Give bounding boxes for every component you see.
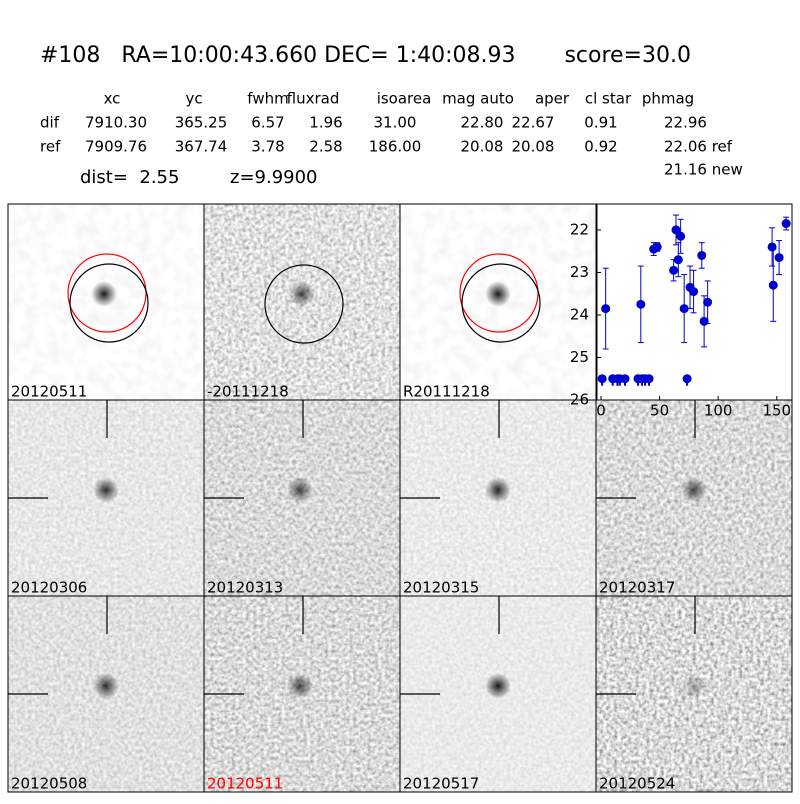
point <box>676 231 686 241</box>
point <box>644 374 654 384</box>
dist: dist= 2.55 <box>80 167 179 188</box>
cell: 367.74 <box>175 138 228 156</box>
cell: 22.67 <box>512 114 555 132</box>
det-circle <box>461 263 541 343</box>
det-circle <box>69 263 149 343</box>
stamp-label: 20120517 <box>403 775 479 793</box>
source-blob <box>287 673 313 699</box>
cell: 7910.30 <box>85 114 147 132</box>
cell: 0.91 <box>584 114 617 132</box>
point <box>669 265 679 275</box>
source-blob <box>485 477 511 503</box>
x-tick-label: 0 <box>596 402 606 420</box>
column-header: fwhm <box>247 90 288 108</box>
cell: 7909.76 <box>85 138 147 156</box>
cell: 22.06 ref <box>664 138 733 156</box>
source-blob <box>485 673 511 699</box>
cell: 3.78 <box>251 138 284 156</box>
stamp-label: 20120313 <box>207 579 283 597</box>
stamp-label: 20120511 <box>11 383 87 401</box>
y-tick-label: 26 <box>570 391 589 409</box>
source-blob <box>681 673 707 699</box>
x-tick-label: 150 <box>762 402 791 420</box>
stamp-label: 20120315 <box>403 579 479 597</box>
cell: 20.08 <box>512 138 555 156</box>
y-tick-label: 24 <box>570 305 589 323</box>
point <box>597 374 607 384</box>
point <box>679 304 689 314</box>
source-blob <box>287 477 313 503</box>
row-label: ref <box>40 138 61 156</box>
column-header: cl star <box>585 90 632 108</box>
source-blob <box>93 477 119 503</box>
point <box>689 287 699 297</box>
point <box>781 219 791 229</box>
phmag-new: 21.16 new <box>664 161 743 179</box>
ref-circle <box>67 253 147 333</box>
cell: 186.00 <box>369 138 422 156</box>
column-header: aper <box>535 90 570 108</box>
stamp-frame <box>595 595 793 793</box>
stamp-label: 20120508 <box>11 775 87 793</box>
chart-frame <box>596 203 793 401</box>
redshift: z=9.9900 <box>230 167 318 188</box>
stamp-label: R20111218 <box>403 383 490 401</box>
stamp-label: -20111218 <box>207 383 289 401</box>
point <box>703 297 713 307</box>
source-blob <box>681 477 707 503</box>
point <box>652 242 662 252</box>
point <box>767 242 777 252</box>
det-circle <box>264 264 344 344</box>
cell: 365.25 <box>175 114 228 132</box>
stamp-label: 20120524 <box>599 775 675 793</box>
cell: 0.92 <box>584 138 617 156</box>
ref-circle <box>459 253 539 333</box>
point <box>601 304 611 314</box>
column-header: xc <box>104 90 121 108</box>
cell: 1.96 <box>309 114 342 132</box>
cell: 22.80 <box>461 114 504 132</box>
column-header: mag auto <box>442 90 514 108</box>
column-header: fluxrad <box>287 90 340 108</box>
row-label: dif <box>40 114 60 132</box>
cell: 2.58 <box>309 138 342 156</box>
point <box>671 225 681 235</box>
column-header: isoarea <box>377 90 432 108</box>
cell: 6.57 <box>251 114 284 132</box>
y-tick-label: 22 <box>570 220 589 238</box>
source-blob <box>93 673 119 699</box>
stamp-label: 20120306 <box>11 579 87 597</box>
source-blob <box>485 281 511 307</box>
point <box>620 374 630 384</box>
y-tick-label: 23 <box>570 263 589 281</box>
point <box>673 255 683 265</box>
y-tick-label: 25 <box>570 348 589 366</box>
point <box>697 250 707 260</box>
x-tick-label: 50 <box>650 402 669 420</box>
cell: 20.08 <box>461 138 504 156</box>
stamp-label: 20120317 <box>599 579 675 597</box>
cell: 31.00 <box>374 114 417 132</box>
cell: 22.96 <box>664 114 707 132</box>
point <box>636 299 646 309</box>
x-tick-label: 100 <box>704 402 733 420</box>
column-header: yc <box>185 90 202 108</box>
point <box>768 280 778 290</box>
source-blob <box>289 281 315 307</box>
title: #108 RA=10:00:43.660 DEC= 1:40:08.93 sco… <box>40 43 691 68</box>
chart-bg <box>597 204 792 400</box>
column-header: phmag <box>642 90 694 108</box>
point <box>682 374 692 384</box>
stamp-label: 20120511 <box>207 775 283 793</box>
point <box>774 253 784 263</box>
source-blob <box>91 281 117 307</box>
